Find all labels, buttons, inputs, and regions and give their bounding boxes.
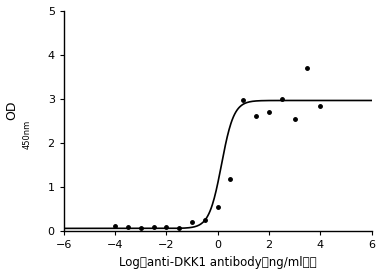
Point — [151, 225, 157, 229]
Point — [227, 176, 233, 181]
Point — [266, 109, 272, 114]
Point — [279, 97, 285, 101]
Text: 450nm: 450nm — [22, 120, 31, 149]
Point — [189, 220, 195, 224]
Point — [317, 104, 323, 108]
Point — [176, 225, 182, 230]
Point — [163, 225, 170, 229]
Point — [304, 66, 311, 70]
Point — [291, 117, 298, 121]
Text: OD: OD — [5, 100, 18, 120]
Point — [112, 224, 118, 228]
Point — [202, 217, 208, 222]
X-axis label: Log（anti-DKK1 antibody（ng/ml））: Log（anti-DKK1 antibody（ng/ml）） — [119, 256, 316, 269]
Point — [215, 205, 221, 209]
Point — [138, 225, 144, 230]
Point — [125, 225, 131, 229]
Point — [240, 98, 246, 102]
Point — [253, 114, 259, 118]
